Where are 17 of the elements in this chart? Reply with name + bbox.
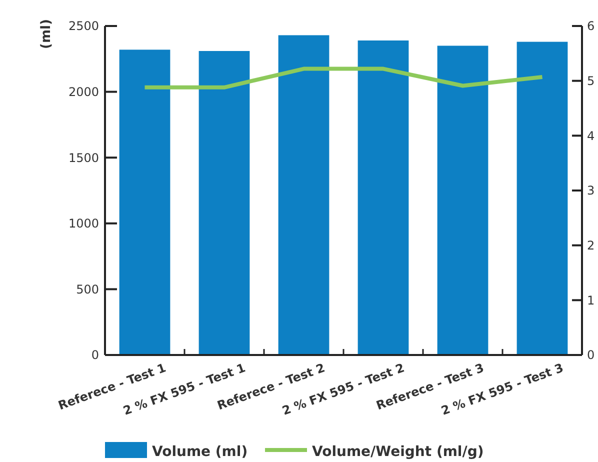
- y-tick-label: 0: [91, 348, 99, 362]
- y2-tick-label: 4: [587, 128, 595, 143]
- y2-tick-label: 0: [587, 348, 595, 362]
- y-tick-label: 1000: [68, 216, 99, 231]
- y2-tick-label: 6: [587, 19, 595, 34]
- y2-tick-label: 2: [587, 238, 595, 253]
- line-series: [142, 66, 544, 90]
- y2-tick-label: 3: [587, 184, 595, 198]
- y-tick-label: 500: [76, 282, 99, 296]
- legend-label: Volume/Weight (ml/g): [312, 444, 484, 460]
- y-tick-label: 1500: [68, 150, 99, 165]
- y-tick-label: 2000: [68, 85, 99, 99]
- legend-label: Volume (ml): [152, 444, 248, 460]
- y2-tick-label: 5: [587, 74, 595, 88]
- y-axis-title: (ml): [39, 19, 54, 49]
- y-tick-label: 2500: [68, 19, 99, 34]
- y2-tick-label: 1: [587, 293, 595, 308]
